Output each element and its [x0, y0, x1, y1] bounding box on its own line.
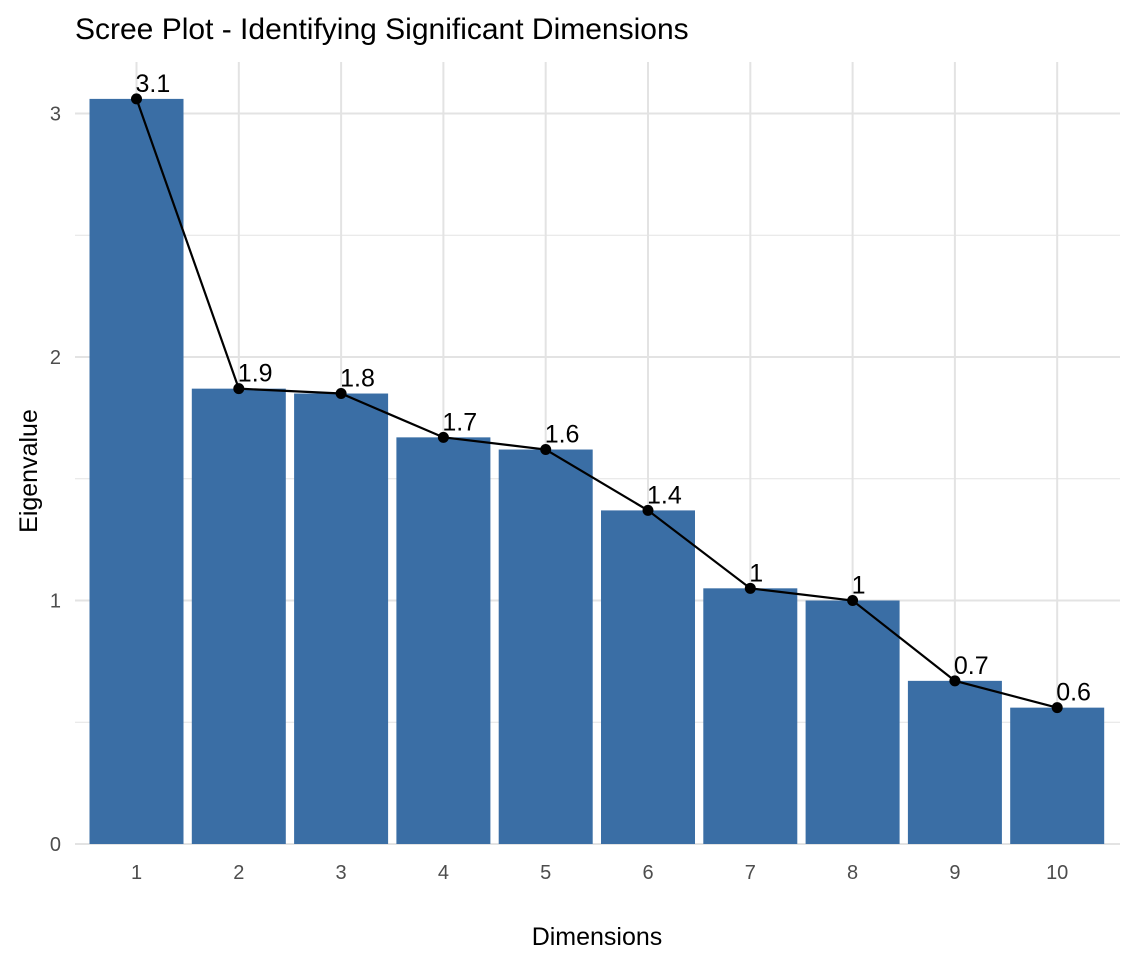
- x-tick-label: 2: [233, 862, 244, 884]
- eigenvalue-line: [135, 98, 1058, 709]
- data-label-dimension-4: 1.7: [442, 408, 477, 436]
- data-label-dimension-8: 1: [852, 572, 866, 600]
- eigenvalue-polyline: [135, 98, 1058, 709]
- point-dimension-6: [642, 504, 654, 516]
- x-axis-ticks: 1 2 3 4 5 6 7 8 9 10: [131, 862, 1068, 884]
- x-axis-title: Dimensions: [532, 923, 663, 951]
- data-label-dimension-3: 1.8: [340, 365, 375, 393]
- data-labels: 3.1 1.9 1.8 1.7 1.6 1.4 1 1 0.7 0.6: [136, 70, 1091, 707]
- y-tick-label: 1: [50, 591, 61, 613]
- x-tick-label: 9: [949, 862, 960, 884]
- y-tick-label: 0: [50, 834, 61, 856]
- bar-dimension-6: [601, 510, 695, 844]
- data-label-dimension-2: 1.9: [238, 360, 273, 388]
- point-dimension-4: [437, 431, 449, 443]
- point-dimension-5: [540, 444, 552, 456]
- point-dimension-10: [1051, 702, 1063, 714]
- x-tick-label: 1: [131, 862, 142, 884]
- x-tick-label: 7: [745, 862, 756, 884]
- point-dimension-7: [744, 582, 756, 594]
- bar-dimension-7: [703, 588, 798, 844]
- y-axis-title: Eigenvalue: [15, 409, 43, 533]
- bar-dimension-4: [396, 437, 491, 844]
- bar-dimension-1: [89, 98, 184, 844]
- x-tick-label: 3: [336, 862, 347, 884]
- bar-dimension-5: [498, 449, 593, 844]
- bar-dimension-3: [294, 393, 389, 844]
- chart-title: Scree Plot - Identifying Significant Dim…: [75, 13, 689, 46]
- eigenvalue-points: [131, 93, 1063, 714]
- x-tick-label: 8: [847, 862, 858, 884]
- y-tick-label: 3: [50, 104, 61, 126]
- data-label-dimension-6: 1.4: [647, 481, 682, 509]
- data-label-dimension-1: 3.1: [136, 70, 171, 98]
- bar-dimension-2: [191, 388, 286, 844]
- bar-dimension-8: [805, 600, 900, 844]
- x-tick-label: 10: [1046, 862, 1068, 884]
- x-tick-label: 4: [438, 862, 449, 884]
- data-label-dimension-5: 1.6: [545, 421, 580, 449]
- point-dimension-1: [131, 93, 142, 105]
- point-dimension-8: [847, 595, 859, 606]
- y-tick-label: 2: [50, 347, 61, 369]
- bar-dimension-10: [1010, 707, 1105, 844]
- bar-series: [89, 98, 1105, 844]
- data-label-dimension-9: 0.7: [954, 652, 989, 680]
- point-dimension-9: [949, 675, 961, 687]
- point-dimension-3: [335, 388, 347, 400]
- bar-dimension-9: [907, 680, 1002, 844]
- point-dimension-2: [233, 383, 245, 395]
- data-label-dimension-7: 1: [749, 559, 763, 587]
- data-label-dimension-10: 0.6: [1056, 679, 1091, 707]
- x-tick-label: 5: [540, 862, 551, 884]
- x-tick-label: 6: [642, 862, 653, 884]
- y-axis-ticks: 0 1 2 3: [50, 104, 61, 857]
